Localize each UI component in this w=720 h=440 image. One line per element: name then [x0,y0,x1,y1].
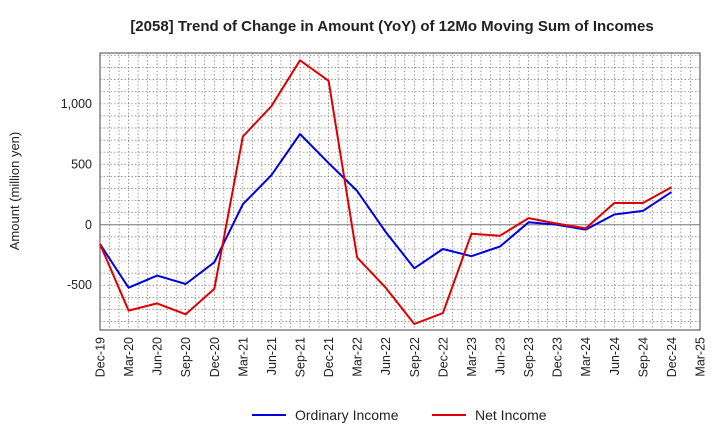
series-layer [99,59,672,325]
y-tick-label: 0 [85,218,92,232]
series-line-2 [99,59,672,325]
legend-label: Ordinary Income [295,407,399,423]
plot-area [99,52,701,331]
x-tick-label: Mar-23 [465,337,479,377]
x-tick-label: Sep-23 [522,337,536,377]
y-axis-label: Amount (million yen) [7,132,22,251]
x-tick-label: Jun-21 [265,337,279,375]
chart-title: [2058] Trend of Change in Amount (YoY) o… [130,18,653,35]
x-tick-label: Sep-22 [408,337,422,377]
x-tick-label: Mar-21 [236,337,250,377]
x-tick-label: Sep-20 [179,337,193,377]
x-tick-label: Dec-23 [551,337,565,377]
series-line-1 [99,133,672,289]
x-tick-label: Jun-20 [151,337,165,375]
y-tick-label: 500 [71,157,92,171]
x-tick-label: Mar-22 [351,337,365,377]
plot-frame [99,52,701,331]
grid-lines [100,53,700,330]
x-tick-label: Dec-24 [665,337,679,377]
x-tick-label: Sep-21 [294,337,308,377]
legend: Ordinary Income Net Income [252,407,547,423]
x-tick-label: Mar-24 [579,337,593,377]
x-tick-label: Dec-19 [94,337,108,377]
y-tick-label: -500 [67,278,92,292]
x-tick-label: Mar-20 [122,337,136,377]
x-tick-label: Dec-20 [208,337,222,377]
y-tick-label: 1,000 [61,97,92,111]
x-tick-label: Dec-21 [322,337,336,377]
x-tick-label: Jun-22 [379,337,393,375]
x-axis-ticks: Dec-19 Mar-20 Jun-20 Sep-20 Dec-20 Mar-21 Jun-… [94,337,708,377]
x-tick-label: Sep-24 [636,337,650,377]
y-axis-ticks: -500 0 500 1,000 [61,97,92,292]
x-tick-label: Jun-24 [608,337,622,375]
x-tick-label: Dec-22 [436,337,450,377]
legend-label: Net Income [475,407,547,423]
x-tick-label: Mar-25 [694,337,708,377]
x-tick-label: Jun-23 [494,337,508,375]
